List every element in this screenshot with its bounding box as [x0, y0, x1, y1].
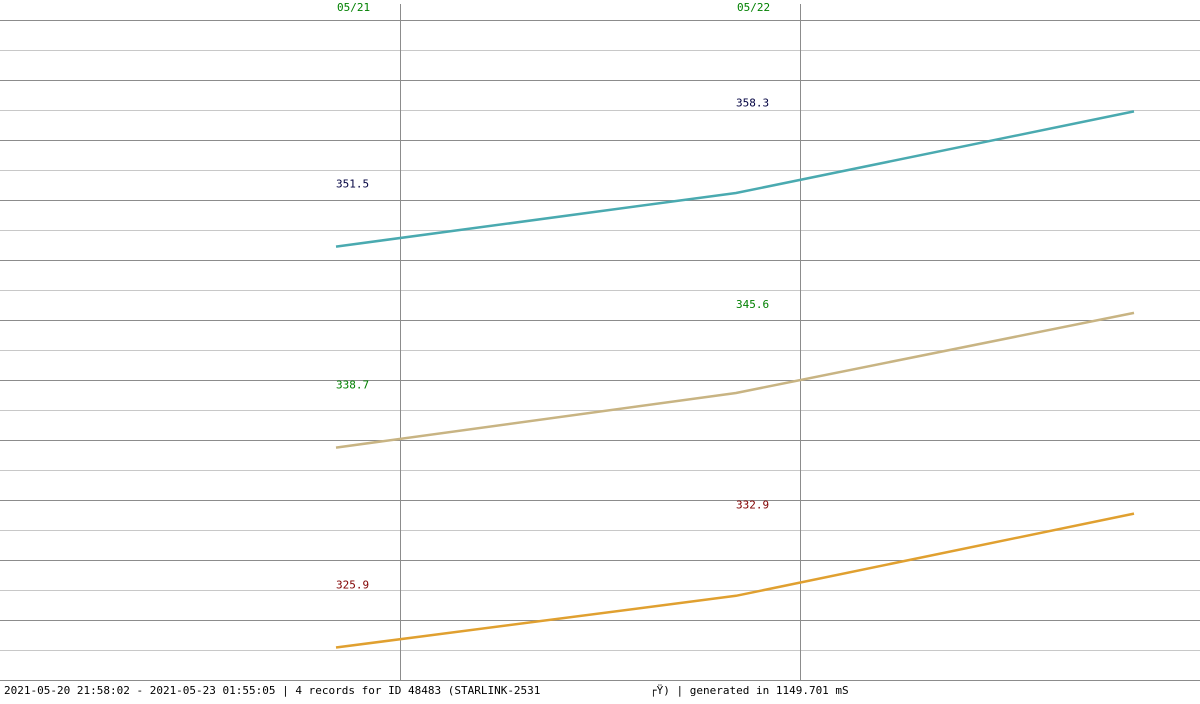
- value-label: 332.9: [736, 499, 769, 512]
- value-label: 351.5: [336, 178, 369, 191]
- series-line: [335, 512, 1135, 649]
- value-label: 325.9: [336, 578, 369, 591]
- footer-left: 2021-05-20 21:58:02 - 2021-05-23 01:55:0…: [4, 684, 540, 697]
- series-line: [335, 311, 1135, 449]
- value-label: 358.3: [736, 96, 769, 109]
- x-tick-label: 05/22: [737, 1, 770, 14]
- series-line: [335, 110, 1135, 248]
- footer-right: ┌Ÿ) | generated in 1149.701 mS: [650, 684, 849, 697]
- x-tick-label: 05/21: [337, 1, 370, 14]
- value-label: 345.6: [736, 298, 769, 311]
- value-label: 338.7: [336, 379, 369, 392]
